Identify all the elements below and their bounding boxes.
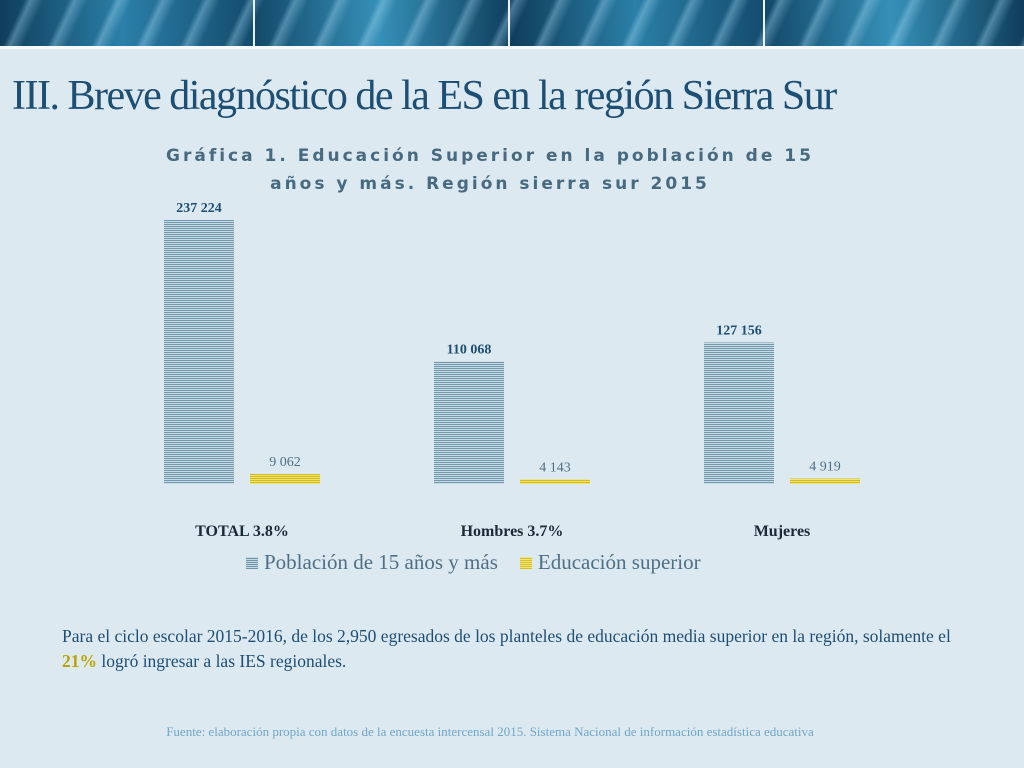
summary-text-start: Para el ciclo escolar 2015-2016, de los … [62,626,951,646]
bar-poblacion-0 [164,220,234,484]
chart-title-line1: Gráfica 1. Educación Superior en la pobl… [166,146,814,166]
legend-swatch-poblacion [246,556,258,569]
bar-poblacion-2 [704,342,774,484]
bar-educacion-1 [520,479,590,484]
data-label-educacion-2: 4 919 [809,460,841,475]
banner-divider [508,0,510,46]
category-label-2: Mujeres [754,523,811,540]
data-label-poblacion-2: 127 156 [716,323,762,338]
source-note: Fuente: elaboración propia con datos de … [166,724,814,739]
banner-divider [763,0,765,46]
legend-label-poblacion: Población de 15 años y más [264,550,498,574]
bar-poblacion-1 [434,361,504,484]
category-label-1: Hombres 3.7% [461,523,564,540]
bar-chart: 237 224 9 062 TOTAL 3.8% 110 068 4 143 Hombre… [164,201,860,540]
legend-swatch-educacion [519,556,532,569]
summary-highlight: 21% [62,651,97,671]
bar-educacion-2 [790,478,860,484]
legend-item-educacion: Educación superior [519,550,701,575]
banner-underline [0,46,1024,49]
category-label-0: TOTAL 3.8% [195,523,289,540]
legend-item-poblacion: Población de 15 años y más [246,550,498,575]
data-label-poblacion-1: 110 068 [447,343,492,358]
summary-text-end: logró ingresar a las IES regionales. [97,651,347,671]
slide-title: III. Breve diagnóstico de la ES en la re… [12,73,837,119]
banner-divider [253,0,255,46]
summary-paragraph: Para el ciclo escolar 2015-2016, de los … [62,624,962,674]
data-label-educacion-0: 9 062 [269,455,301,470]
bar-educacion-0 [250,473,320,484]
legend-label-educacion: Educación superior [537,550,701,574]
data-label-poblacion-0: 237 224 [176,201,222,216]
chart-legend: Población de 15 años y más Educación sup… [246,550,723,575]
chart-title-line2: años y más. Región sierra sur 2015 [270,174,710,194]
data-label-educacion-1: 4 143 [539,460,571,475]
header-banner [0,0,1024,46]
